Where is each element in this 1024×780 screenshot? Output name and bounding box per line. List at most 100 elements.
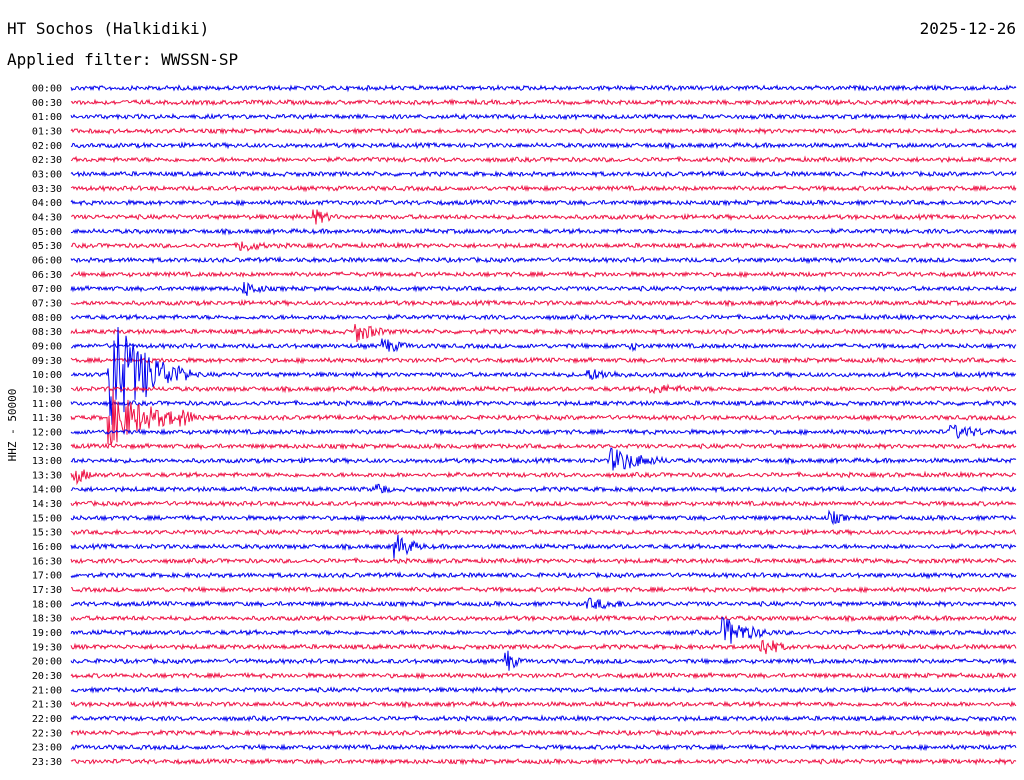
station-title: HT Sochos (Halkidiki) — [7, 19, 210, 38]
trace-row — [70, 338, 1017, 353]
row-time-label: 14:00 — [32, 485, 62, 496]
row-time-label: 09:30 — [32, 356, 62, 367]
row-time-label: 13:30 — [32, 470, 62, 481]
row-time-label: 07:00 — [32, 284, 62, 295]
trace-row — [70, 700, 1017, 709]
row-time-label: 11:00 — [32, 399, 62, 410]
row-time-label: 06:00 — [32, 255, 62, 266]
trace-row — [70, 84, 1017, 93]
row-time-label: 16:00 — [32, 542, 62, 553]
row-time-label: 20:30 — [32, 671, 62, 682]
trace-row — [70, 312, 1017, 321]
row-time-label: 02:30 — [32, 155, 62, 166]
row-time-label: 19:30 — [32, 642, 62, 653]
trace-row — [70, 282, 1017, 296]
row-time-label: 22:30 — [32, 728, 62, 739]
row-time-label: 00:00 — [32, 84, 62, 95]
trace-row — [70, 534, 1017, 559]
row-time-label: 23:00 — [32, 743, 62, 754]
row-time-label: 17:00 — [32, 571, 62, 582]
trace-row — [70, 209, 1017, 225]
row-time-label: 18:30 — [32, 614, 62, 625]
row-time-label: 22:00 — [32, 714, 62, 725]
trace-row — [70, 528, 1017, 537]
trace-row — [70, 469, 1017, 486]
trace-row — [70, 169, 1017, 178]
trace-row — [70, 728, 1017, 737]
row-time-label: 08:00 — [32, 313, 62, 324]
seismic-traces — [70, 84, 1017, 766]
row-time-label: 10:00 — [32, 370, 62, 381]
trace-row — [70, 509, 1017, 526]
trace-row — [70, 390, 1017, 446]
row-time-label: 16:30 — [32, 556, 62, 567]
row-time-label: 03:00 — [32, 169, 62, 180]
row-time-label: 15:00 — [32, 513, 62, 524]
row-time-label: 23:30 — [32, 757, 62, 768]
trace-row — [70, 270, 1017, 279]
trace-row — [70, 571, 1017, 580]
trace-row — [70, 483, 1017, 494]
row-time-label: 20:00 — [32, 657, 62, 668]
row-time-label: 14:30 — [32, 499, 62, 510]
trace-row — [70, 499, 1017, 508]
trace-row — [70, 155, 1017, 164]
row-time-label: 04:30 — [32, 212, 62, 223]
trace-row — [70, 639, 1017, 655]
trace-row — [70, 255, 1017, 265]
row-time-label: 21:00 — [32, 685, 62, 696]
row-time-label: 21:30 — [32, 700, 62, 711]
trace-row — [70, 356, 1017, 365]
row-time-label: 02:00 — [32, 141, 62, 152]
row-time-label: 18:00 — [32, 599, 62, 610]
row-time-label: 01:00 — [32, 112, 62, 123]
trace-row — [70, 227, 1017, 236]
trace-row — [70, 556, 1017, 565]
trace-row — [70, 757, 1017, 766]
trace-row — [70, 383, 1017, 395]
row-time-label: 10:30 — [32, 384, 62, 395]
trace-row — [70, 184, 1017, 193]
row-time-label: 12:00 — [32, 427, 62, 438]
trace-row — [70, 323, 1017, 343]
row-time-label: 01:30 — [32, 126, 62, 137]
trace-row — [70, 398, 1017, 407]
trace-row — [70, 424, 1017, 440]
row-labels: 00:00 00:30 01:00 01:30 02:00 02:30 03:00 03:30… — [32, 84, 62, 769]
row-time-label: 19:00 — [32, 628, 62, 639]
trace-row — [70, 327, 1017, 425]
trace-row — [70, 141, 1017, 150]
y-axis-label: HHZ - 50000 — [6, 389, 19, 462]
trace-row — [70, 743, 1017, 752]
trace-row — [70, 98, 1017, 107]
trace-row — [70, 614, 1017, 623]
trace-row — [70, 714, 1017, 723]
row-time-label: 17:30 — [32, 585, 62, 596]
row-time-label: 03:30 — [32, 184, 62, 195]
row-time-label: 05:30 — [32, 241, 62, 252]
row-time-label: 11:30 — [32, 413, 62, 424]
trace-row — [70, 298, 1017, 308]
row-time-label: 00:30 — [32, 98, 62, 109]
row-time-label: 08:30 — [32, 327, 62, 338]
row-time-label: 07:30 — [32, 298, 62, 309]
trace-row — [70, 597, 1017, 610]
row-time-label: 04:00 — [32, 198, 62, 209]
trace-row — [70, 685, 1017, 695]
row-time-label: 15:30 — [32, 528, 62, 539]
row-time-label: 12:30 — [32, 442, 62, 453]
date-label: 2025-12-26 — [919, 19, 1016, 38]
row-time-label: 13:00 — [32, 456, 62, 467]
row-time-label: 05:00 — [32, 227, 62, 238]
trace-row — [70, 617, 1017, 644]
trace-row — [70, 650, 1017, 671]
trace-row — [70, 585, 1017, 594]
trace-row — [70, 442, 1017, 451]
trace-row — [70, 127, 1017, 136]
row-time-label: 06:30 — [32, 270, 62, 281]
trace-row — [70, 198, 1017, 207]
filter-label: Applied filter: WWSSN-SP — [7, 50, 239, 69]
row-time-label: 09:00 — [32, 341, 62, 352]
trace-row — [70, 112, 1017, 121]
